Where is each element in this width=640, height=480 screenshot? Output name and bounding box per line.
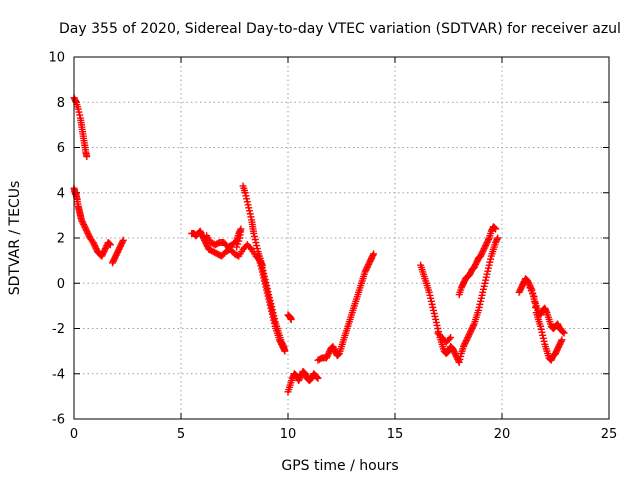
y-tick-label: 8 — [57, 96, 65, 111]
series-arc — [526, 284, 566, 364]
data-point — [246, 244, 254, 252]
data-point — [313, 374, 321, 382]
data-point — [314, 374, 322, 382]
series-arc — [417, 234, 502, 366]
grid — [74, 57, 609, 419]
data-point — [542, 307, 550, 315]
x-tick-label: 15 — [387, 427, 404, 442]
data-point — [558, 336, 566, 344]
y-tick-label: -4 — [52, 367, 65, 382]
data-point — [71, 97, 79, 105]
data-point — [370, 250, 378, 258]
data-point — [491, 224, 499, 232]
data-point — [454, 357, 462, 365]
data-point — [369, 251, 377, 259]
y-axis-label: SDTVAR / TECUs — [7, 181, 23, 296]
series-arc — [109, 236, 127, 267]
y-tick-label: 10 — [48, 51, 65, 66]
data-point — [287, 315, 295, 323]
data-point — [559, 328, 567, 336]
y-tick-label: -6 — [52, 413, 65, 428]
data-point — [279, 343, 287, 351]
y-tick-label: 6 — [57, 141, 65, 156]
data-point — [494, 234, 502, 242]
x-tick-label: 0 — [70, 427, 78, 442]
data-points — [70, 94, 568, 396]
data-point — [334, 351, 342, 359]
series-arc — [314, 250, 378, 364]
series-arc — [284, 367, 322, 396]
series-arc — [434, 329, 455, 346]
x-tick-label: 25 — [601, 427, 618, 442]
y-tick-label: 4 — [57, 186, 65, 201]
chart-title: Day 355 of 2020, Sidereal Day-to-day VTE… — [59, 21, 621, 37]
y-tick-label: -2 — [52, 322, 65, 337]
data-point — [119, 238, 127, 246]
y-tick-label: 2 — [57, 232, 65, 247]
plot-frame — [73, 56, 610, 420]
data-point — [313, 373, 321, 381]
x-tick-label: 20 — [494, 427, 511, 442]
series-arc — [515, 275, 568, 337]
data-point — [557, 337, 565, 345]
data-point — [490, 223, 498, 231]
x-tick-label: 10 — [280, 427, 297, 442]
series-arc — [70, 94, 91, 161]
data-point — [280, 345, 288, 353]
data-point — [119, 236, 127, 244]
data-point — [559, 328, 567, 336]
data-point — [447, 334, 455, 342]
x-tick-label: 5 — [177, 427, 185, 442]
series-arc — [203, 225, 245, 251]
x-axis-label: GPS time / hours — [281, 458, 398, 474]
data-point — [233, 243, 241, 251]
data-point — [530, 293, 538, 301]
data-point — [492, 225, 500, 233]
data-point — [560, 329, 568, 337]
data-point — [469, 321, 477, 329]
data-point — [484, 236, 492, 244]
axis-ticks: 0 5 10 15 20 25 -6 -4 -2 0 2 4 6 8 10 — [48, 51, 617, 443]
data-point — [106, 241, 114, 249]
data-point — [532, 303, 540, 311]
series-arc — [455, 223, 500, 299]
series-arc — [70, 184, 114, 260]
y-tick-label: 0 — [57, 277, 65, 292]
data-point — [445, 335, 453, 343]
series-arc — [284, 311, 295, 323]
data-point — [531, 298, 539, 306]
data-point — [493, 236, 501, 244]
data-point — [105, 239, 113, 247]
data-point — [83, 153, 91, 161]
data-point — [106, 240, 114, 248]
series-arc — [254, 252, 288, 353]
